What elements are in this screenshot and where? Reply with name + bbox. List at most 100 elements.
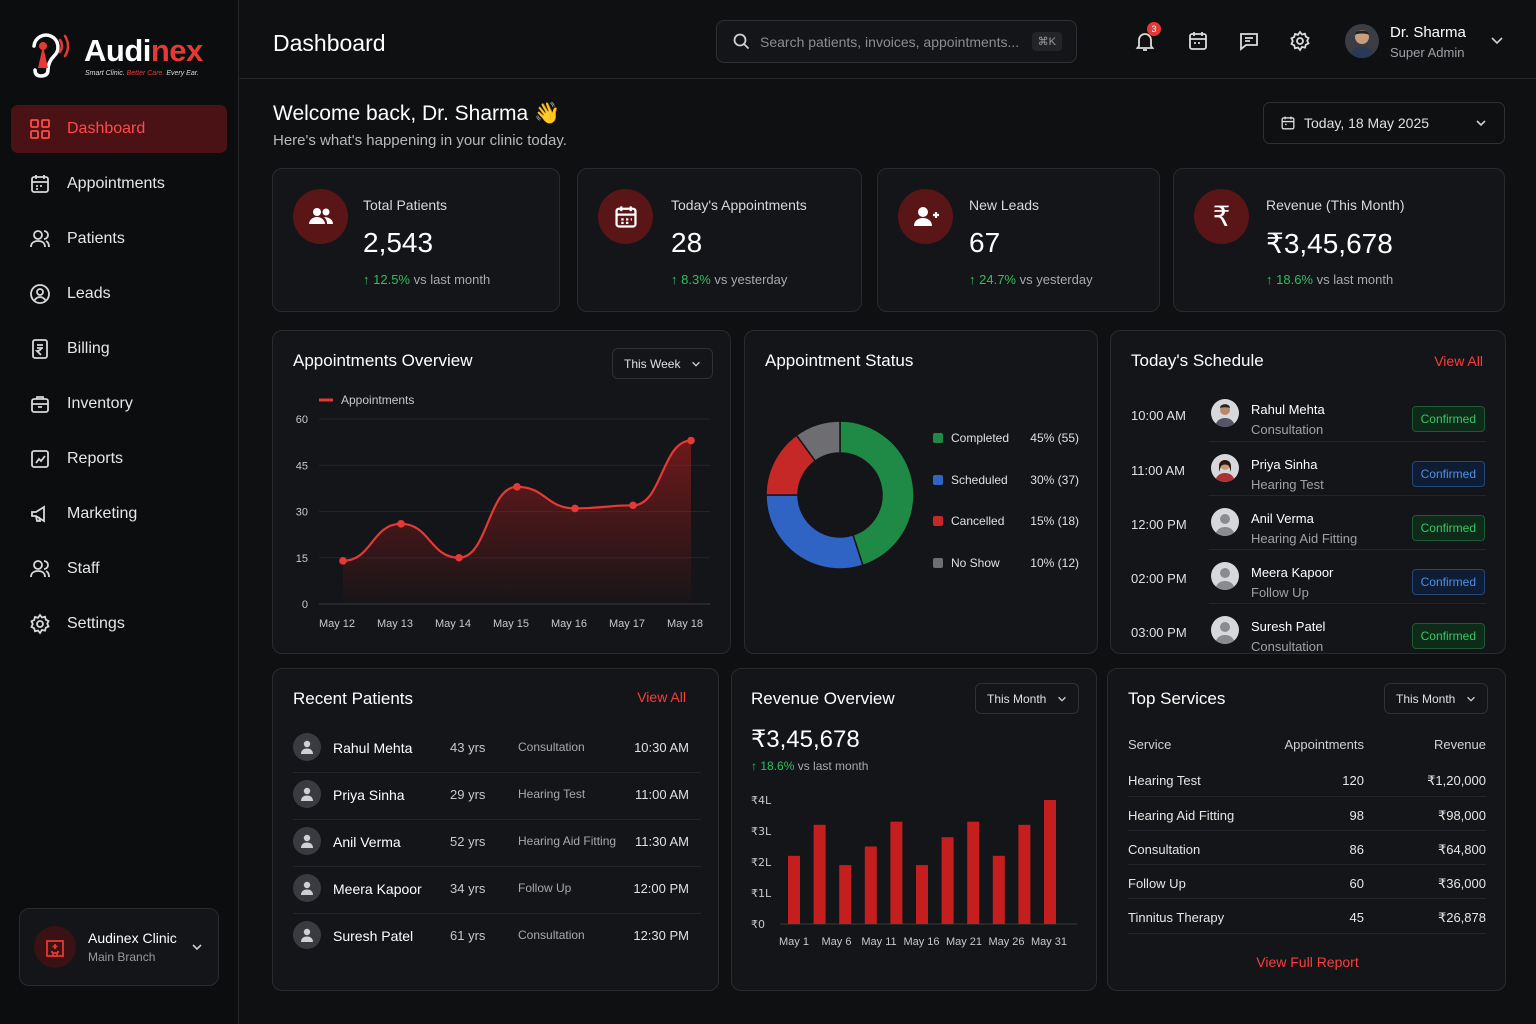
visit-time: 11:30 AM (635, 834, 689, 849)
avatar (1211, 616, 1239, 644)
service-appointments: 86 (1349, 842, 1364, 857)
sidebar-item-label: Staff (67, 560, 100, 577)
column-header: Service (1128, 737, 1172, 752)
schedule-view-all-link[interactable]: View All (1434, 353, 1483, 369)
date-picker[interactable]: Today, 18 May 2025 (1263, 102, 1505, 144)
avatar[interactable] (1345, 24, 1379, 58)
card-title: Appointment Status (765, 351, 914, 370)
stat-value: 67 (969, 227, 1001, 258)
legend-label: Appointments (341, 393, 414, 407)
clinic-branch: Main Branch (88, 950, 156, 964)
y-tick-label: ₹2L (751, 856, 772, 869)
visit-type: Consultation (518, 928, 585, 942)
revenue-bar (941, 837, 954, 924)
table-row[interactable]: Priya Sinha 29 yrs Hearing Test 11:00 AM (293, 773, 701, 820)
revenue-bar (788, 855, 800, 924)
legend-swatch (933, 474, 943, 485)
divider (1128, 830, 1486, 831)
ear-signal-icon (32, 33, 70, 78)
top-services-card: Top Services This Month Service Appointm… (1107, 668, 1506, 991)
sidebar-item-marketing[interactable]: Marketing (11, 490, 227, 538)
revenue-bar (1044, 800, 1056, 924)
top-header: Dashboard Search patients, invoices, app… (239, 0, 1536, 79)
sidebar-item-staff[interactable]: Staff (11, 545, 227, 593)
sidebar-item-billing[interactable]: Billing (11, 325, 227, 373)
service-appointments: 120 (1342, 773, 1364, 788)
sidebar-item-inventory[interactable]: Inventory (11, 380, 227, 428)
chart-icon (31, 450, 49, 468)
table-row[interactable]: Rahul Mehta 43 yrs Consultation 10:30 AM (293, 726, 701, 773)
sidebar-item-patients[interactable]: Patients (11, 215, 227, 263)
status-donut-chart (765, 420, 915, 570)
stat-value: 2,543 (363, 227, 434, 258)
month-filter-dropdown[interactable]: This Month (975, 683, 1079, 714)
legend-label: Scheduled (951, 472, 1008, 487)
schedule-item[interactable]: 12:00 PM Anil Verma Hearing Aid Fitting … (1111, 501, 1505, 555)
stat-card-revenue[interactable]: ₹ Revenue (This Month) ₹3,45,678 ↑ 18.6%… (1173, 168, 1505, 312)
brand-tagline: Smart Clinic. Better Care. Every Ear. (85, 70, 199, 77)
user-name: Dr. Sharma (1390, 24, 1466, 41)
chevron-down-icon[interactable] (1489, 32, 1505, 48)
stat-card-todays-appointments[interactable]: Today's Appointments 28 ↑ 8.3% vs yester… (577, 168, 862, 312)
sidebar-item-dashboard[interactable]: Dashboard (11, 105, 227, 153)
x-tick-label: May 13 (377, 618, 413, 630)
patient-age: 61 yrs (450, 928, 486, 943)
card-title: Revenue Overview (751, 689, 895, 708)
sidebar-item-reports[interactable]: Reports (11, 435, 227, 483)
services-filter-dropdown[interactable]: This Month (1384, 683, 1488, 714)
table-row[interactable]: Hearing Aid Fitting 98 ₹98,000 (1128, 798, 1486, 832)
user-circle-icon (30, 284, 50, 304)
visit-time: 12:00 PM (633, 881, 689, 896)
users-icon (293, 189, 348, 244)
y-tick-label: 15 (296, 553, 308, 565)
brand-logo[interactable]: Audinex Smart Clinic. Better Care. Every… (26, 26, 203, 78)
appointment-type: Hearing Aid Fitting (1251, 531, 1358, 546)
user-icon (293, 921, 321, 949)
sidebar-item-appointments[interactable]: Appointments (11, 160, 227, 208)
table-row[interactable]: Tinnitus Therapy 45 ₹26,878 (1128, 900, 1486, 934)
bell-icon[interactable] (1134, 30, 1156, 52)
megaphone-icon (31, 505, 45, 523)
schedule-time: 02:00 PM (1131, 571, 1187, 586)
service-name: Hearing Aid Fitting (1128, 808, 1235, 823)
table-row[interactable]: Consultation 86 ₹64,800 (1128, 832, 1486, 866)
search-input[interactable]: Search patients, invoices, appointments.… (760, 33, 1020, 50)
table-row[interactable]: Hearing Test 120 ₹1,20,000 (1128, 763, 1486, 797)
chevron-down-icon (1058, 696, 1066, 702)
patient-name: Rahul Mehta (333, 740, 413, 756)
sidebar-item-label: Dashboard (67, 120, 146, 137)
schedule-item[interactable]: 10:00 AM Rahul Mehta Consultation Confir… (1111, 392, 1505, 446)
week-filter-dropdown[interactable]: This Week (612, 348, 713, 379)
appointment-type: Hearing Test (1251, 477, 1324, 492)
x-tick-label: May 14 (435, 618, 471, 630)
service-name: Hearing Test (1128, 773, 1201, 788)
schedule-time: 03:00 PM (1131, 625, 1187, 640)
clinic-switcher[interactable]: Audinex Clinic Main Branch (19, 908, 219, 986)
sidebar-item-leads[interactable]: Leads (11, 270, 227, 318)
gear-icon[interactable] (1289, 30, 1311, 52)
stat-card-total-patients[interactable]: Total Patients 2,543 ↑ 12.5% vs last mon… (272, 168, 560, 312)
table-row[interactable]: Suresh Patel 61 yrs Consultation 12:30 P… (293, 914, 701, 961)
schedule-item[interactable]: 11:00 AM Priya Sinha Hearing Test Confir… (1111, 447, 1505, 501)
table-row[interactable]: Anil Verma 52 yrs Hearing Aid Fitting 11… (293, 820, 701, 867)
stat-card-new-leads[interactable]: New Leads 67 ↑ 24.7% vs yesterday (877, 168, 1160, 312)
legend-swatch (933, 433, 943, 443)
x-tick-label: May 31 (1031, 936, 1067, 948)
calendar-icon[interactable] (1187, 30, 1209, 52)
schedule-item[interactable]: 03:00 PM Suresh Patel Consultation Confi… (1111, 609, 1505, 663)
table-row[interactable]: Meera Kapoor 34 yrs Follow Up 12:00 PM (293, 867, 701, 914)
visit-type: Hearing Test (518, 787, 586, 801)
service-revenue: ₹36,000 (1437, 876, 1486, 891)
chevron-down-icon (192, 944, 202, 951)
revenue-bar (890, 821, 903, 924)
table-row[interactable]: Follow Up 60 ₹36,000 (1128, 866, 1486, 900)
schedule-item[interactable]: 02:00 PM Meera Kapoor Follow Up Confirme… (1111, 555, 1505, 609)
chat-icon[interactable] (1238, 30, 1260, 52)
sidebar-item-settings[interactable]: Settings (11, 600, 227, 648)
view-full-report-link[interactable]: View Full Report (1256, 954, 1359, 970)
search-bar[interactable]: Search patients, invoices, appointments.… (716, 20, 1077, 63)
patients-view-all-link[interactable]: View All (637, 689, 686, 705)
chevron-down-icon (1476, 120, 1486, 127)
sidebar-item-label: Patients (67, 230, 125, 247)
revenue-bar (967, 821, 980, 924)
